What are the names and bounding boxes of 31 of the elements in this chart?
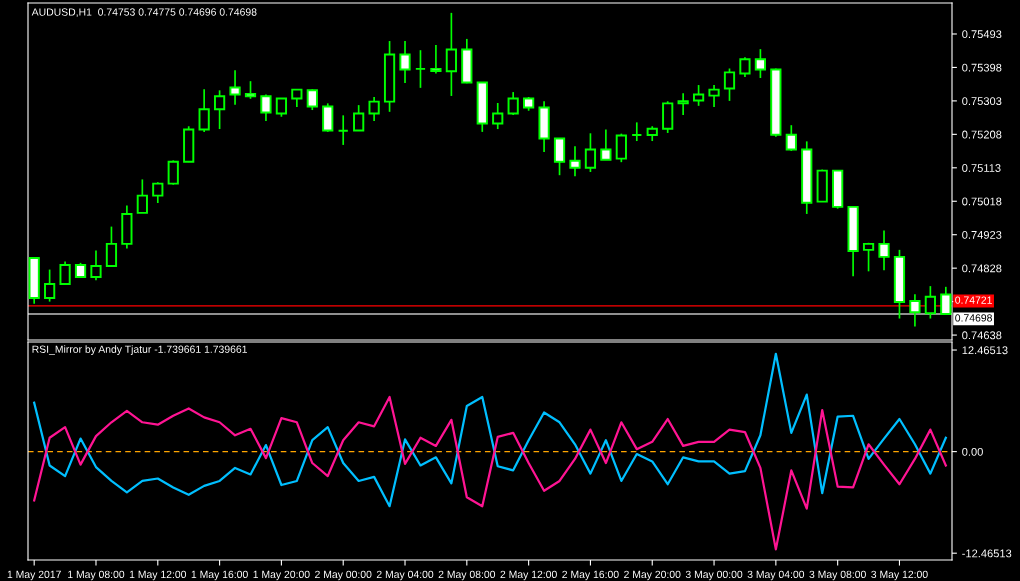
x-tick-label: 2 May 20:00 [624,570,681,581]
y-tick-label: 0.74923 [962,230,1002,239]
y-tick-label: 0.75398 [962,63,1002,72]
x-tick-label: 2 May 08:00 [438,570,496,581]
y-tick-label: 0.75018 [962,197,1002,206]
x-tick-label: 3 May 04:00 [747,570,805,581]
ref-line-label: 0.74698 [955,314,992,322]
x-tick-label: 1 May 2017 [7,570,61,581]
y-tick-label: 0.75113 [962,164,1001,172]
y-tick-label: 0.74828 [962,264,1002,273]
x-tick-label: 3 May 12:00 [871,570,928,581]
y-tick-label: 0.74638 [962,331,1002,340]
x-tick-label: 2 May 04:00 [376,570,434,581]
x-tick-label: 1 May 08:00 [68,570,125,581]
ref-line-label: 0.74721 [955,296,992,304]
x-tick-label: 1 May 16:00 [191,570,248,581]
x-tick-label: 2 May 12:00 [500,570,557,581]
y-tick-label: 12.46513 [962,346,1008,355]
y-tick-label: 0.75208 [962,130,1002,139]
x-tick-label: 3 May 08:00 [809,570,866,581]
y-tick-label: 0.00 [962,447,983,456]
x-tick-label: 1 May 20:00 [253,570,310,581]
y-tick-label: -12.46513 [962,549,1012,558]
chart-title: RSI_Mirror by Andy Tjatur -1.739661 1.739661 [32,345,247,355]
y-tick-label: 0.75303 [962,97,1002,106]
x-tick-label: 2 May 00:00 [315,570,372,581]
x-tick-label: 1 May 12:00 [129,570,187,581]
y-tick-label: 0.75493 [962,30,1002,39]
chart-title: AUDUSD,H1 0.74753 0.74775 0.74696 0.74698 [31,8,257,17]
x-tick-label: 2 May 16:00 [562,570,619,581]
x-tick-label: 3 May 00:00 [685,570,743,581]
